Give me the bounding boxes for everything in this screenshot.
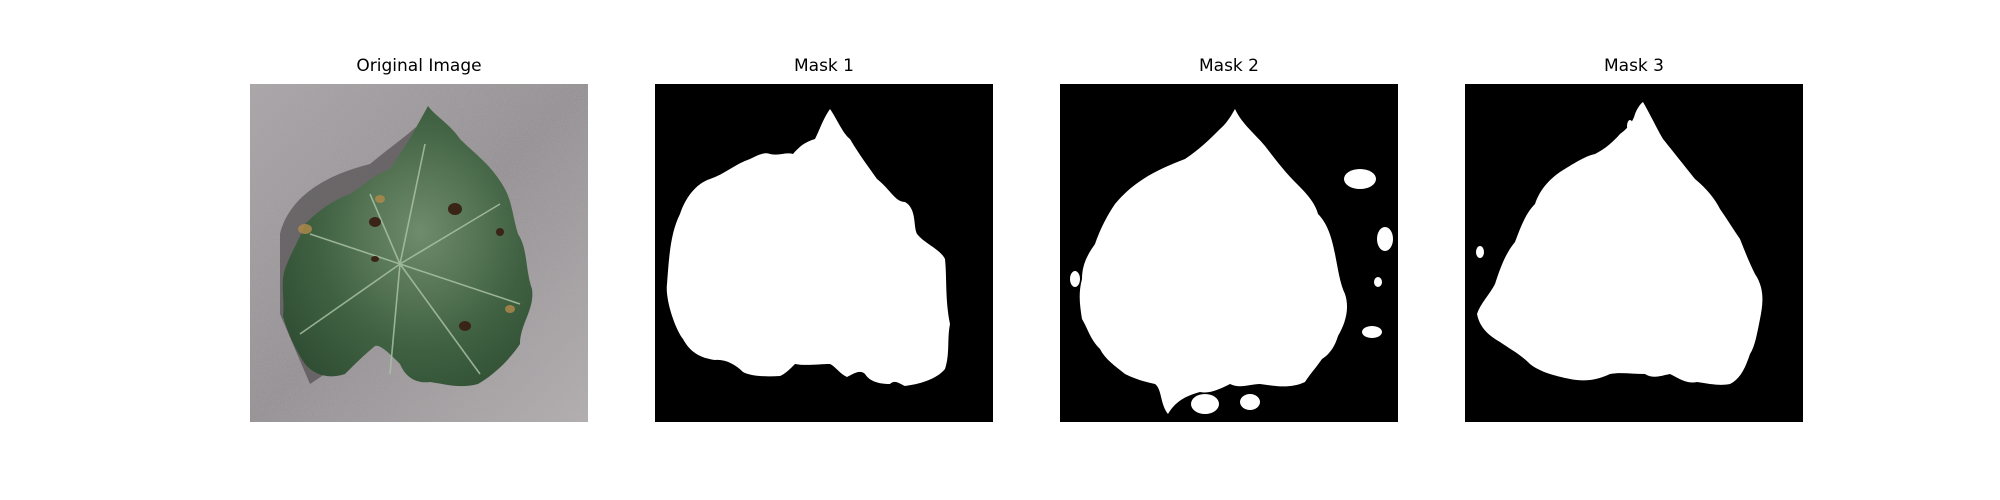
panel-title-mask-1: Mask 1 xyxy=(793,56,854,76)
mask-2-image xyxy=(1060,84,1398,422)
leaf-photo xyxy=(250,84,588,422)
original-image-panel xyxy=(250,84,588,422)
mask-2-panel xyxy=(1060,84,1398,422)
mask-1-panel xyxy=(655,84,993,422)
mask-3-image xyxy=(1465,84,1803,422)
panel-title-mask-2: Mask 2 xyxy=(1198,56,1259,76)
mask-3-panel xyxy=(1465,84,1803,422)
panel-title-mask-3: Mask 3 xyxy=(1603,56,1664,76)
mask-1-image xyxy=(655,84,993,422)
panel-title-original: Original Image xyxy=(356,56,482,76)
